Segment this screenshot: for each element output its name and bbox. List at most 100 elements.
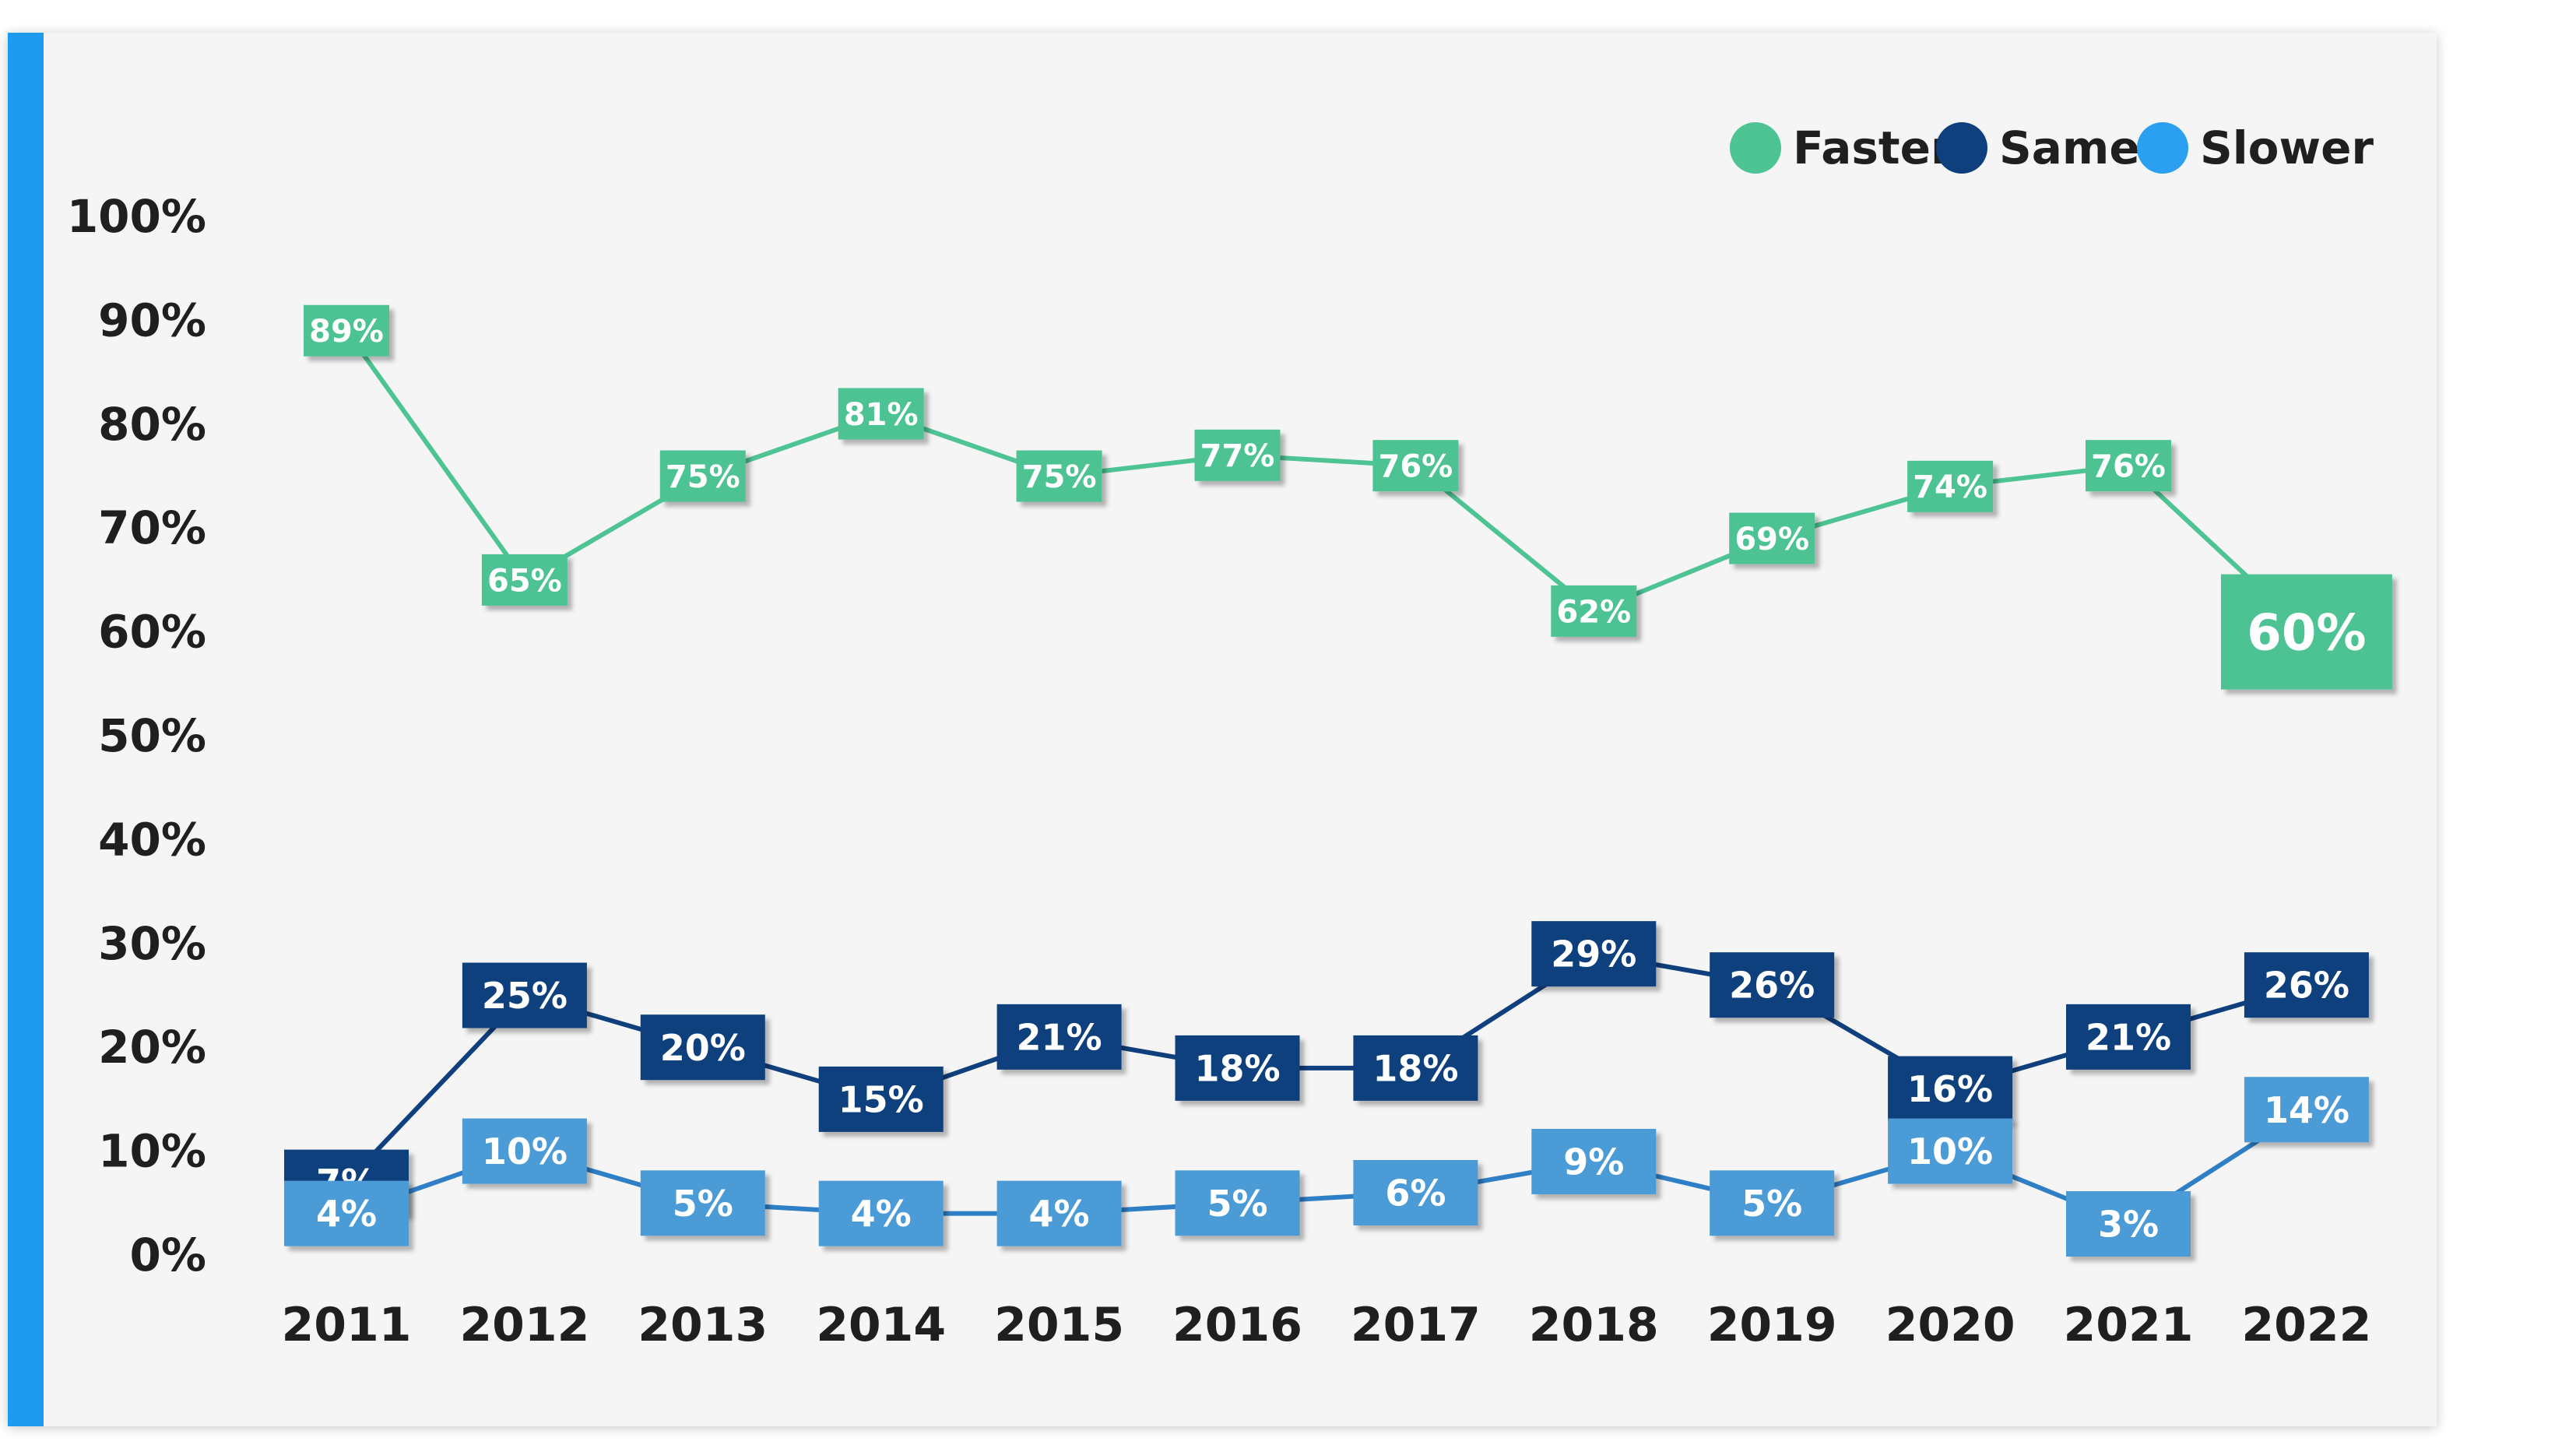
- data-point-box: [284, 1180, 409, 1246]
- y-tick-label: 30%: [98, 917, 206, 970]
- data-label-slower-2022: 14%: [2244, 1077, 2369, 1143]
- data-label-text: 75%: [666, 459, 740, 495]
- x-tick-label-2014: 2014: [816, 1298, 946, 1352]
- data-point-box: [1531, 1128, 1657, 1194]
- x-tick-label-2011: 2011: [282, 1298, 412, 1352]
- data-point-box: [1907, 460, 1994, 512]
- data-label-slower-2012: 10%: [462, 1118, 587, 1184]
- data-label-text: 4%: [1029, 1193, 1090, 1235]
- data-point-box: [481, 554, 568, 606]
- data-label-text: 4%: [851, 1193, 912, 1235]
- data-label-text: 15%: [838, 1078, 924, 1120]
- data-point-box: [640, 1170, 765, 1236]
- data-label-slower-2018: 9%: [1531, 1128, 1657, 1194]
- series-faster: 89% 65% 75% 81% 75% 77% 76% 62% 69% 74% 76% 60%: [304, 304, 2392, 690]
- data-point-box: [1551, 585, 1637, 637]
- data-label-faster-2012: 65%: [481, 554, 568, 606]
- series-slower: 4% 10% 5% 4% 4% 5% 6% 9% 5% 10% 3% 14%: [284, 1077, 2369, 1257]
- data-label-text: 5%: [1207, 1183, 1267, 1225]
- legend-item-same: Same: [1936, 121, 2140, 174]
- y-tick-label: 80%: [98, 398, 206, 451]
- data-label-slower-2014: 4%: [818, 1180, 944, 1246]
- data-label-text: 26%: [1729, 965, 1815, 1007]
- data-label-slower-2020: 10%: [1888, 1118, 2013, 1184]
- data-label-same-2018: 29%: [1531, 921, 1657, 987]
- data-label-text: 89%: [309, 314, 384, 350]
- data-label-slower-2016: 5%: [1175, 1170, 1300, 1236]
- data-point-box: [1372, 440, 1459, 492]
- data-label-text: 77%: [1200, 438, 1275, 474]
- data-label-faster-2014: 81%: [838, 388, 924, 440]
- legend-swatch: [2137, 122, 2188, 174]
- legend-item-faster: Faster: [1730, 121, 1953, 174]
- data-label-text: 21%: [2086, 1016, 2171, 1058]
- data-point-box: [462, 1118, 587, 1184]
- data-point-box: [818, 1180, 944, 1246]
- data-label-slower-2017: 6%: [1353, 1159, 1478, 1225]
- x-tick-label-2012: 2012: [459, 1298, 589, 1352]
- data-point-box: [304, 304, 389, 357]
- data-label-faster-2011: 89%: [304, 304, 389, 357]
- data-point-box: [838, 388, 924, 440]
- series-line-same: [344, 951, 2307, 1184]
- x-tick-label-2020: 2020: [1885, 1298, 2015, 1352]
- data-label-slower-2019: 5%: [1710, 1170, 1835, 1236]
- data-label-text: 76%: [2091, 449, 2166, 485]
- data-label-same-2017: 18%: [1353, 1035, 1478, 1101]
- data-label-text: 6%: [1385, 1172, 1446, 1215]
- data-point-box: [462, 962, 587, 1028]
- data-label-text: 60%: [2247, 605, 2366, 663]
- data-label-text: 18%: [1194, 1047, 1280, 1089]
- data-label-same-2014: 15%: [818, 1066, 944, 1132]
- data-label-text: 4%: [316, 1193, 377, 1235]
- data-label-faster-2020: 74%: [1907, 460, 1994, 512]
- data-label-text: 10%: [482, 1130, 568, 1172]
- data-point-box: [996, 1004, 1122, 1070]
- data-label-text: 25%: [482, 975, 568, 1017]
- data-point-box: [2086, 440, 2171, 492]
- x-tick-label-2018: 2018: [1529, 1298, 1659, 1352]
- x-tick-label-2013: 2013: [638, 1298, 768, 1352]
- data-point-box: [1710, 952, 1835, 1018]
- series-line-faster: [344, 329, 2308, 634]
- data-point-box: [1710, 1170, 1835, 1236]
- x-tick-label-2016: 2016: [1172, 1298, 1302, 1352]
- data-label-text: 26%: [2264, 965, 2349, 1007]
- x-tick-label-2019: 2019: [1707, 1298, 1837, 1352]
- data-point-box: [1353, 1159, 1478, 1225]
- data-label-same-2016: 18%: [1175, 1035, 1300, 1101]
- x-tick-label-2021: 2021: [2064, 1298, 2194, 1352]
- data-label-slower-2015: 4%: [996, 1180, 1122, 1246]
- data-label-faster-2019: 69%: [1729, 512, 1815, 564]
- legend-label: Slower: [2200, 121, 2374, 174]
- data-point-box: [1175, 1035, 1300, 1101]
- data-label-same-2022: 26%: [2244, 952, 2369, 1018]
- data-label-text: 5%: [673, 1183, 733, 1225]
- data-point-box: [640, 1014, 765, 1081]
- data-label-text: 76%: [1379, 449, 1453, 485]
- data-label-text: 16%: [1907, 1068, 1993, 1110]
- data-label-same-2020: 16%: [1888, 1056, 2013, 1122]
- x-tick-label-2022: 2022: [2241, 1298, 2371, 1352]
- data-label-text: 69%: [1734, 522, 1809, 557]
- y-tick-label: 60%: [98, 606, 206, 659]
- data-label-same-2015: 21%: [996, 1004, 1122, 1070]
- data-label-text: 29%: [1551, 933, 1636, 976]
- legend-swatch: [1936, 122, 1987, 174]
- data-label-same-2019: 26%: [1710, 952, 1835, 1018]
- data-label-same-2013: 20%: [640, 1014, 765, 1081]
- data-label-slower-2013: 5%: [640, 1170, 765, 1236]
- data-point-box: [1888, 1118, 2013, 1184]
- data-label-text: 10%: [1907, 1130, 1993, 1172]
- y-tick-label: 40%: [98, 813, 206, 866]
- data-point-box: [1353, 1035, 1478, 1101]
- x-tick-label-2015: 2015: [994, 1298, 1124, 1352]
- data-label-slower-2021: 3%: [2066, 1190, 2191, 1257]
- data-label-text: 20%: [660, 1027, 746, 1069]
- data-label-text: 74%: [1913, 469, 1987, 505]
- data-label-text: 14%: [2264, 1089, 2349, 1131]
- data-label-faster-2021: 76%: [2086, 440, 2171, 492]
- data-label-text: 65%: [487, 563, 562, 599]
- data-point-box: [659, 450, 746, 502]
